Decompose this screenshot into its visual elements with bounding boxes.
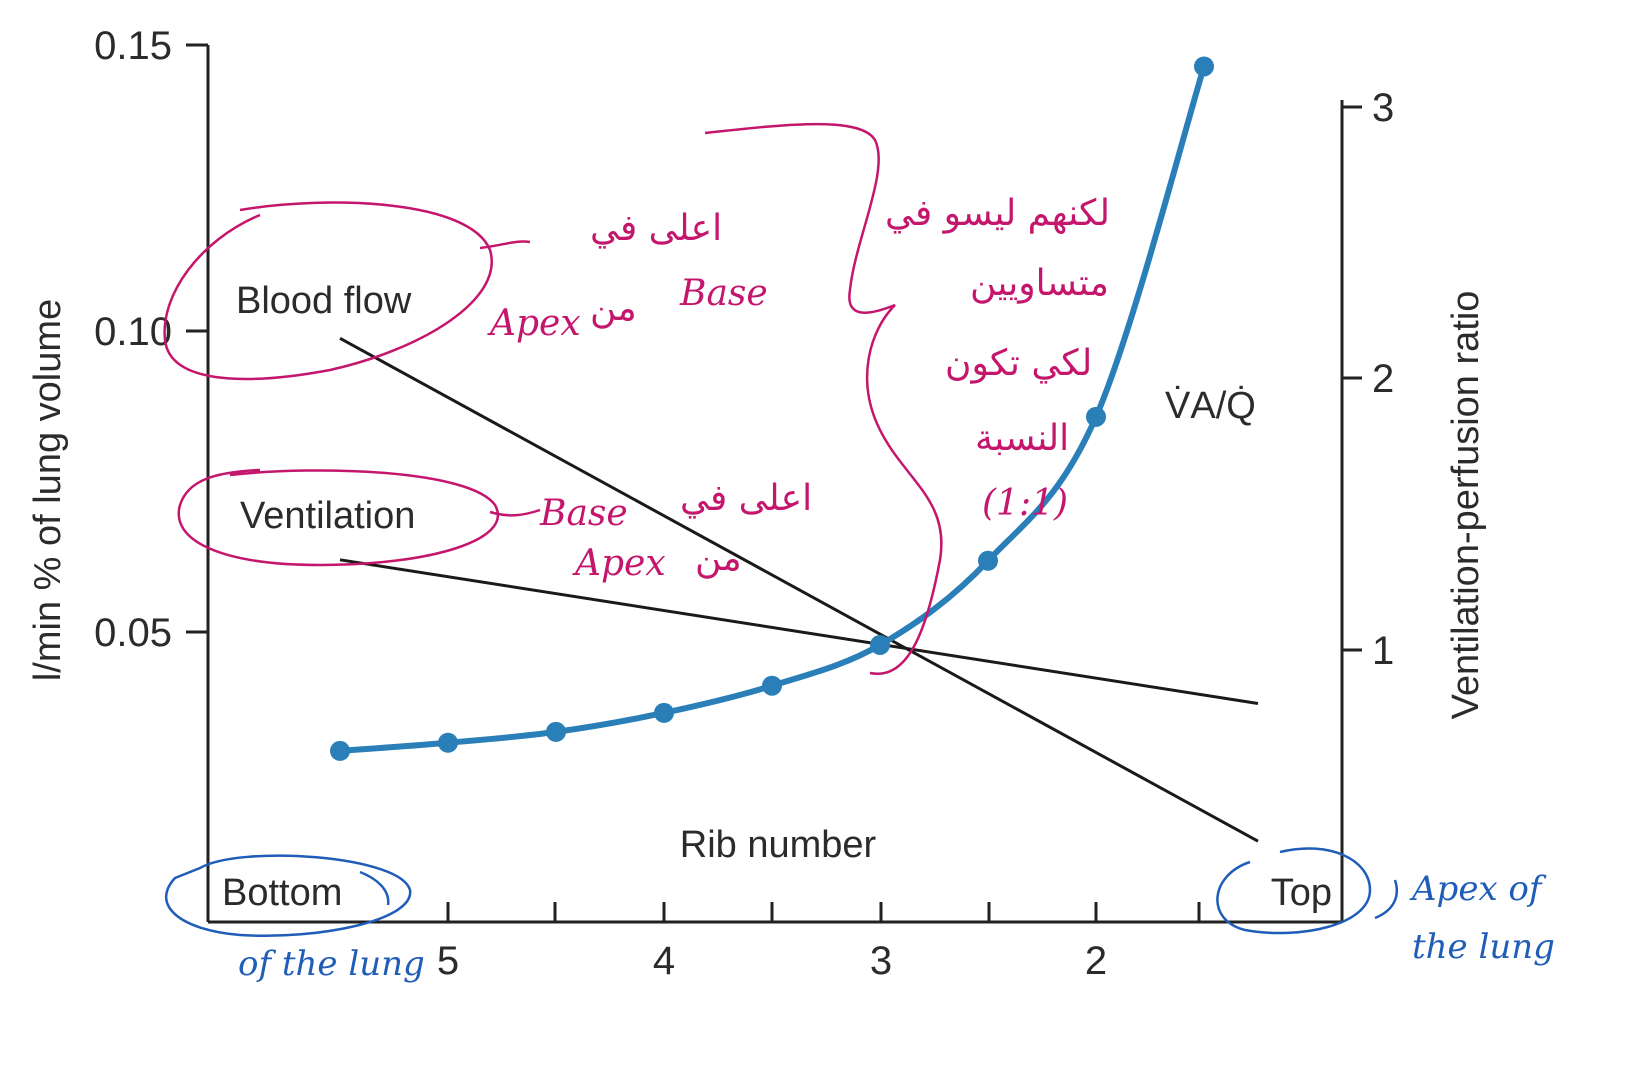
arrow-blood	[479, 240, 531, 250]
note-blood-apex: Apex	[487, 303, 581, 344]
note-apex-of: Apex of	[1409, 869, 1547, 909]
y-left-tick-010: 0.10	[94, 310, 172, 354]
x-tick-5: 5	[437, 939, 459, 983]
y-left-tick-015: 0.15	[94, 24, 172, 68]
x-top-label: Top	[1271, 872, 1332, 914]
va-q-point-0	[330, 740, 350, 761]
series-line-2	[339, 65, 1207, 754]
y-right-tick-2: 2	[1372, 357, 1394, 401]
circle-top-hook	[1374, 879, 1399, 920]
va-q-point-5	[870, 634, 890, 655]
x-tick-2: 2	[1085, 939, 1107, 983]
note-right-2: متساويين	[970, 263, 1109, 304]
pink-annotations	[163, 122, 943, 676]
note-the-lung: the lung	[1412, 927, 1555, 967]
va-q-point-3	[654, 702, 674, 723]
left-ticks	[186, 43, 208, 634]
series-label-va-q: V̇A/Q̇	[1165, 384, 1256, 427]
axes	[206, 45, 1344, 924]
blue-annotations	[164, 847, 1399, 937]
x-tick-4: 4	[653, 939, 675, 983]
y-left-tick-005: 0.05	[94, 611, 172, 655]
series-line-1	[339, 558, 1259, 705]
circle-ventilation	[177, 468, 499, 567]
series-label-blood-flow: Blood flow	[236, 280, 412, 322]
note-blood-ar: اعلى في	[590, 208, 722, 249]
note-blood-base: Base	[679, 273, 768, 314]
va-q-point-7	[1086, 406, 1106, 427]
y-left-axis-label: l/min % of lung volume	[27, 299, 69, 681]
va-q-point-2	[546, 721, 566, 742]
x-bottom-label: Bottom	[222, 872, 342, 914]
series-line-0	[339, 336, 1259, 843]
y-right-axis-label: Ventilation-perfusion ratio	[1445, 291, 1487, 720]
x-axis-label: Rib number	[680, 824, 877, 866]
va-q-point-6	[978, 550, 998, 571]
right-ticks	[1342, 105, 1362, 652]
note-blood-min: من	[590, 288, 637, 329]
note-right-1: لكنهم ليسو في	[885, 193, 1110, 234]
va-q-point-4	[762, 675, 782, 696]
x-tick-3: 3	[870, 939, 892, 983]
bottom-ticks	[446, 902, 1201, 922]
note-right-3: لكي تكون	[945, 343, 1092, 384]
series-label-ventilation: Ventilation	[240, 495, 415, 537]
series-layer	[330, 56, 1259, 843]
circle-bottom	[164, 854, 412, 937]
note-right-4: النسبة	[975, 418, 1069, 459]
y-right-tick-3: 3	[1372, 86, 1394, 130]
note-vent-apex: Apex	[572, 543, 666, 584]
brace	[704, 122, 943, 676]
tick-bottom-hook	[359, 870, 390, 906]
note-right-5: (1:1)	[982, 483, 1068, 524]
y-right-tick-1: 1	[1372, 629, 1394, 673]
arrow-vent	[489, 508, 541, 517]
note-vent-min: من	[695, 538, 742, 579]
circle-blood-flow	[163, 201, 493, 381]
va-q-point-8	[1194, 56, 1214, 77]
note-of-the-lung: of the lung	[238, 944, 425, 984]
circle-top	[1216, 847, 1372, 935]
va-q-point-1	[438, 732, 458, 753]
note-vent-base: Base	[539, 493, 628, 534]
note-vent-ar: اعلى في	[680, 478, 812, 519]
